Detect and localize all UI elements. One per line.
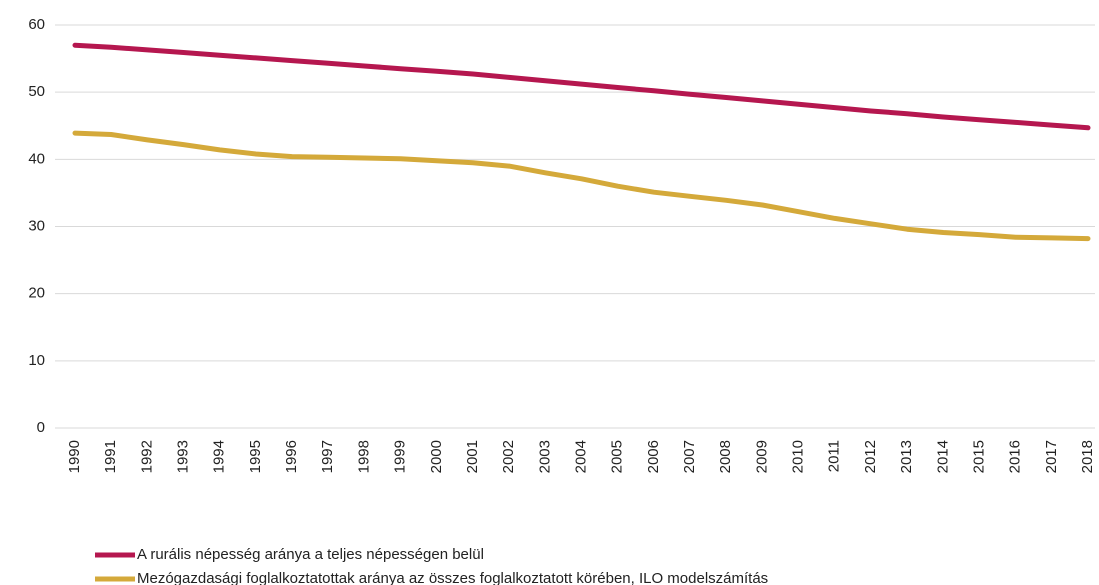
x-tick-label: 1997 xyxy=(319,440,336,473)
x-tick-label: 2015 xyxy=(970,440,987,473)
legend-label: A rurális népesség aránya a teljes népes… xyxy=(137,546,484,563)
x-tick-label: 2000 xyxy=(428,440,445,473)
x-tick-label: 2002 xyxy=(500,440,517,473)
x-tick-label: 2010 xyxy=(790,440,807,473)
x-tick-label: 1991 xyxy=(102,440,119,473)
x-tick-label: 1996 xyxy=(283,440,300,473)
x-tick-label: 2003 xyxy=(536,440,553,473)
series-line xyxy=(72,130,1091,242)
x-tick-label: 2012 xyxy=(862,440,879,473)
x-tick-label: 1994 xyxy=(211,440,228,473)
x-tick-label: 2009 xyxy=(753,440,770,473)
y-tick-label: 30 xyxy=(28,217,45,234)
x-tick-label: 2018 xyxy=(1079,440,1096,473)
x-tick-label: 1998 xyxy=(355,440,372,473)
y-tick-label: 0 xyxy=(37,419,45,436)
x-tick-label: 1992 xyxy=(138,440,155,473)
x-tick-label: 2016 xyxy=(1007,440,1024,473)
x-tick-label: 2004 xyxy=(572,440,589,473)
x-tick-label: 2005 xyxy=(609,440,626,473)
y-tick-label: 10 xyxy=(28,352,45,369)
y-tick-label: 60 xyxy=(28,16,45,33)
x-tick-label: 2007 xyxy=(681,440,698,473)
legend-label: Mezógazdasági foglalkoztatottak aránya a… xyxy=(137,570,768,585)
x-tick-label: 2013 xyxy=(898,440,915,473)
x-tick-label: 2011 xyxy=(826,440,843,472)
x-tick-label: 2001 xyxy=(464,440,481,473)
x-tick-label: 1999 xyxy=(392,440,409,473)
x-tick-label: 1995 xyxy=(247,440,264,473)
y-tick-label: 40 xyxy=(28,150,45,167)
y-tick-label: 50 xyxy=(28,83,45,100)
x-tick-label: 1990 xyxy=(66,440,83,473)
y-tick-label: 20 xyxy=(28,285,45,302)
x-tick-label: 2008 xyxy=(717,440,734,473)
x-tick-label: 2014 xyxy=(934,440,951,473)
x-tick-label: 2006 xyxy=(645,440,662,473)
x-tick-label: 2017 xyxy=(1043,440,1060,473)
x-tick-label: 1993 xyxy=(175,440,192,473)
series-line xyxy=(72,42,1091,131)
